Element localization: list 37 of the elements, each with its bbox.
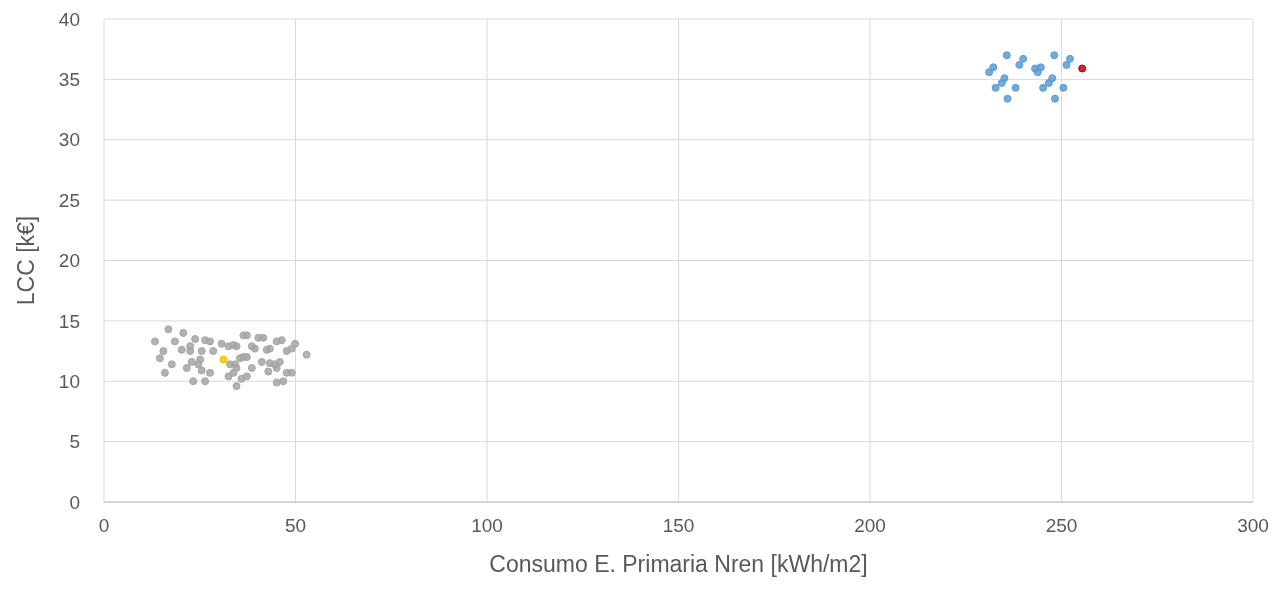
y-tick-label: 0 (69, 491, 80, 513)
point (1003, 94, 1012, 103)
x-tick-label: 150 (662, 515, 695, 536)
y-tick-label: 35 (58, 69, 80, 91)
point (1002, 51, 1011, 60)
y-tick-label: 20 (58, 250, 80, 272)
x-tick-label: 50 (284, 515, 307, 536)
point (1078, 64, 1087, 73)
y-tick-label: 10 (58, 370, 80, 392)
point (1050, 94, 1059, 103)
point (1033, 68, 1042, 77)
y-tick-label: 25 (58, 189, 80, 211)
y-tick-label: 5 (69, 431, 80, 453)
point (1044, 79, 1053, 87)
y-tick-label: 40 (58, 8, 80, 30)
x-tick-label: 200 (854, 515, 886, 536)
y-tick-label: 15 (58, 310, 80, 332)
point (1050, 51, 1059, 60)
point (1015, 60, 1024, 69)
x-tick-label: 250 (1045, 515, 1078, 536)
point (991, 83, 1000, 92)
y-tick-label: 30 (58, 129, 80, 151)
point (1039, 83, 1048, 92)
x-tick-label: 100 (471, 515, 503, 536)
x-tick-label: 0 (98, 515, 110, 536)
point (989, 63, 998, 72)
point (985, 68, 994, 77)
point (1011, 83, 1020, 92)
y-axis-title: LCC [k€] (13, 215, 39, 306)
point (219, 355, 228, 364)
point (1065, 54, 1074, 63)
point (997, 79, 1006, 87)
point (1019, 54, 1028, 63)
x-tick-label: 300 (1237, 515, 1269, 536)
x-axis-title: Consumo E. Primaria Nren [kWh/m2] (489, 551, 868, 577)
point (1062, 60, 1071, 69)
point (1059, 83, 1068, 92)
